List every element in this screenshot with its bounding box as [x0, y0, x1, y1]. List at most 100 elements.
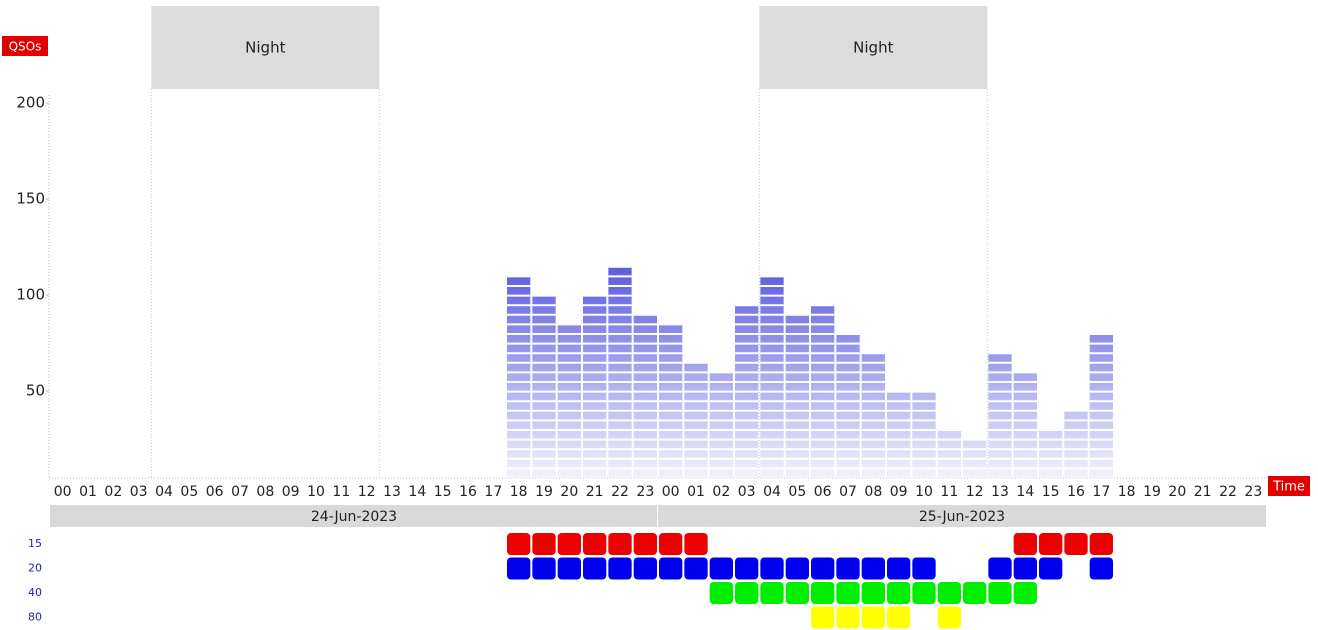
- band-activity: [557, 533, 581, 555]
- band-activity: [507, 557, 531, 580]
- band-activity: [532, 533, 556, 555]
- band-activity: [608, 557, 632, 580]
- x-tick-label: 16: [459, 484, 477, 500]
- band-activity: [937, 606, 961, 629]
- x-tick-label: 08: [864, 484, 882, 500]
- band-activity: [963, 582, 987, 604]
- band-activity: [1089, 557, 1113, 580]
- x-tick-label: 04: [155, 484, 173, 500]
- x-tick-label: 03: [130, 484, 148, 500]
- x-tick-label: 09: [890, 484, 908, 500]
- x-tick-label: 16: [1067, 484, 1085, 500]
- band-activity: [760, 582, 784, 604]
- band-activity: [659, 557, 683, 580]
- band-activity: [912, 582, 936, 604]
- x-tick-label: 22: [611, 484, 629, 500]
- x-tick-label: 00: [662, 484, 680, 500]
- x-tick-label: 19: [1143, 484, 1161, 500]
- x-tick-label: 18: [1118, 484, 1136, 500]
- x-label-box: [1268, 476, 1310, 496]
- x-tick-label: 23: [636, 484, 654, 500]
- night-header: [759, 6, 988, 89]
- bar: [887, 391, 911, 478]
- band-activity: [659, 533, 683, 555]
- band-activity: [583, 557, 607, 580]
- x-tick-label: 02: [104, 484, 122, 500]
- x-tick-label: 22: [1219, 484, 1237, 500]
- date-label: 25-Jun-2023: [919, 509, 1005, 525]
- band-activity: [760, 557, 784, 580]
- band-activity: [608, 533, 632, 555]
- band-label: 80: [28, 611, 42, 624]
- band-activity: [633, 557, 657, 580]
- band-activity: [887, 582, 911, 604]
- bar: [633, 314, 657, 478]
- x-tick-label: 10: [915, 484, 933, 500]
- x-tick-label: 15: [1042, 484, 1060, 500]
- date-label: 24-Jun-2023: [311, 509, 397, 525]
- x-tick-label: 21: [586, 484, 604, 500]
- band-activity: [811, 557, 835, 580]
- bar: [1064, 410, 1088, 478]
- date-bar: [50, 505, 657, 527]
- band-activity: [1039, 533, 1063, 555]
- night-header: [151, 6, 380, 89]
- x-tick-label: 19: [535, 484, 553, 500]
- x-tick-label: 14: [408, 484, 426, 500]
- x-tick-label: 12: [966, 484, 984, 500]
- x-tick-label: 09: [282, 484, 300, 500]
- x-tick-label: 13: [383, 484, 401, 500]
- x-tick-label: 12: [358, 484, 376, 500]
- bar: [1013, 371, 1037, 478]
- y-axis-label: QSOs: [9, 40, 42, 54]
- x-tick-label: 11: [332, 484, 350, 500]
- band-activity: [1039, 557, 1063, 580]
- night-label: Night: [853, 39, 893, 57]
- bar: [583, 295, 607, 478]
- band-activity: [937, 582, 961, 604]
- x-tick-label: 01: [687, 484, 705, 500]
- band-activity: [1013, 533, 1037, 555]
- band-activity: [583, 533, 607, 555]
- x-tick-label: 11: [940, 484, 958, 500]
- bar: [1089, 333, 1113, 478]
- y-label-box: [2, 36, 48, 56]
- band-activity: [1089, 533, 1113, 555]
- y-tick-label: 200: [16, 94, 45, 112]
- band-activity: [988, 557, 1012, 580]
- x-tick-label: 13: [991, 484, 1009, 500]
- bar: [785, 314, 809, 478]
- band-activity: [709, 557, 733, 580]
- x-tick-label: 17: [1092, 484, 1110, 500]
- x-axis-label: Time: [1272, 480, 1305, 495]
- x-tick-label: 02: [712, 484, 730, 500]
- band-label: 15: [28, 537, 42, 550]
- bar: [937, 429, 961, 478]
- bar: [507, 275, 531, 478]
- bar: [836, 333, 860, 478]
- bar: [760, 275, 784, 478]
- band-activity: [836, 557, 860, 580]
- bar: [861, 352, 885, 478]
- band-activity: [861, 606, 885, 629]
- x-tick-label: 15: [434, 484, 452, 500]
- bar: [1039, 429, 1063, 478]
- band-activity: [684, 533, 708, 555]
- band-label: 40: [28, 586, 42, 599]
- x-tick-label: 20: [1168, 484, 1186, 500]
- band-activity: [709, 582, 733, 604]
- band-label: 20: [28, 562, 42, 575]
- band-activity: [785, 557, 809, 580]
- band-activity: [836, 582, 860, 604]
- band-activity: [507, 533, 531, 555]
- x-tick-label: 20: [560, 484, 578, 500]
- band-activity: [557, 557, 581, 580]
- x-tick-label: 18: [510, 484, 528, 500]
- band-activity: [912, 557, 936, 580]
- band-activity: [735, 582, 759, 604]
- x-tick-label: 07: [231, 484, 249, 500]
- band-activity: [1064, 533, 1088, 555]
- x-tick-label: 17: [484, 484, 502, 500]
- x-tick-label: 10: [307, 484, 325, 500]
